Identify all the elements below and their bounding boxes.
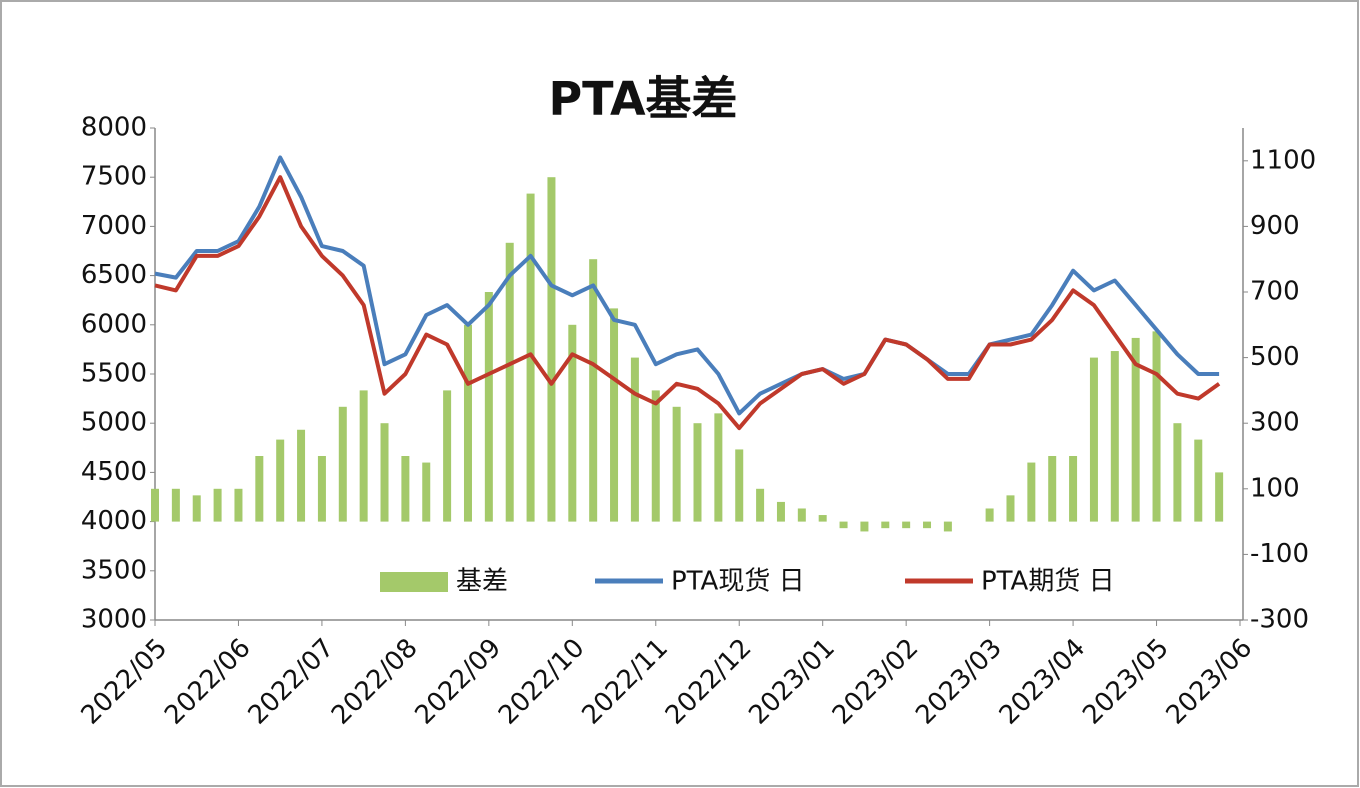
bar xyxy=(610,308,619,522)
bar xyxy=(547,177,556,522)
y-tick-label: 5000 xyxy=(81,408,147,438)
y-tick-label: 7500 xyxy=(81,162,147,192)
bar xyxy=(317,456,326,522)
legend-label: PTA期货 日 xyxy=(981,567,1115,597)
bar xyxy=(234,488,243,522)
bar xyxy=(505,242,514,522)
bar xyxy=(297,429,306,522)
bar xyxy=(1152,331,1161,522)
y-tick-label: 5500 xyxy=(81,359,147,389)
y-tick-label: 3500 xyxy=(81,555,147,585)
y-tick-label: 6500 xyxy=(81,260,147,290)
chart-title: PTA基差 xyxy=(548,72,737,126)
bar xyxy=(797,508,806,522)
legend-swatch xyxy=(380,572,448,592)
bar xyxy=(1131,337,1140,522)
bar xyxy=(589,259,598,522)
bar xyxy=(568,324,577,522)
bar xyxy=(1110,351,1119,522)
y2-tick-label: 700 xyxy=(1250,277,1300,307)
bar xyxy=(1194,439,1203,522)
bar xyxy=(943,521,952,532)
bar xyxy=(902,521,911,529)
bar xyxy=(672,406,681,522)
bar xyxy=(881,521,890,529)
y2-tick-label: -100 xyxy=(1250,539,1309,569)
bar xyxy=(693,423,702,522)
y-tick-label: 3000 xyxy=(81,605,147,635)
y-tick-label: 7000 xyxy=(81,211,147,241)
bar xyxy=(756,488,765,522)
bar xyxy=(484,292,493,522)
bar xyxy=(255,456,264,522)
y-tick-label: 8000 xyxy=(81,113,147,143)
bar xyxy=(1215,472,1224,522)
y-tick-label: 4000 xyxy=(81,506,147,536)
y2-tick-label: 100 xyxy=(1250,473,1300,503)
y2-tick-label: 900 xyxy=(1250,211,1300,241)
bar xyxy=(860,521,869,532)
legend-label: PTA现货 日 xyxy=(671,567,805,597)
bar xyxy=(1027,462,1036,522)
bar xyxy=(359,390,368,522)
bar xyxy=(839,521,848,529)
y2-tick-label: 1100 xyxy=(1250,145,1316,175)
bar xyxy=(213,488,222,522)
bar xyxy=(463,324,472,522)
y-tick-label: 4500 xyxy=(81,457,147,487)
bar xyxy=(171,488,180,522)
bar xyxy=(651,390,660,522)
bar xyxy=(1089,357,1098,522)
bar xyxy=(1006,495,1015,522)
line xyxy=(154,155,1220,416)
y2-tick-label: 500 xyxy=(1250,342,1300,372)
y2-tick-label: 300 xyxy=(1250,408,1300,438)
bar xyxy=(1048,456,1057,522)
bar xyxy=(422,462,431,522)
bar xyxy=(1069,456,1078,522)
y2-tick-label: -300 xyxy=(1250,605,1309,635)
bar xyxy=(776,501,785,522)
bar xyxy=(735,449,744,522)
bar xyxy=(985,508,994,522)
bar xyxy=(818,515,827,522)
bar xyxy=(380,423,389,522)
bar xyxy=(630,357,639,522)
bar xyxy=(1173,423,1182,522)
bar xyxy=(401,456,410,522)
bar xyxy=(151,488,159,522)
legend-label: 基差 xyxy=(456,567,508,597)
bar xyxy=(443,390,452,522)
bar xyxy=(276,439,285,522)
bar xyxy=(338,406,347,522)
bar xyxy=(923,521,932,529)
bar xyxy=(714,413,723,522)
y-tick-label: 6000 xyxy=(81,309,147,339)
bar xyxy=(192,495,201,522)
line xyxy=(154,175,1221,431)
